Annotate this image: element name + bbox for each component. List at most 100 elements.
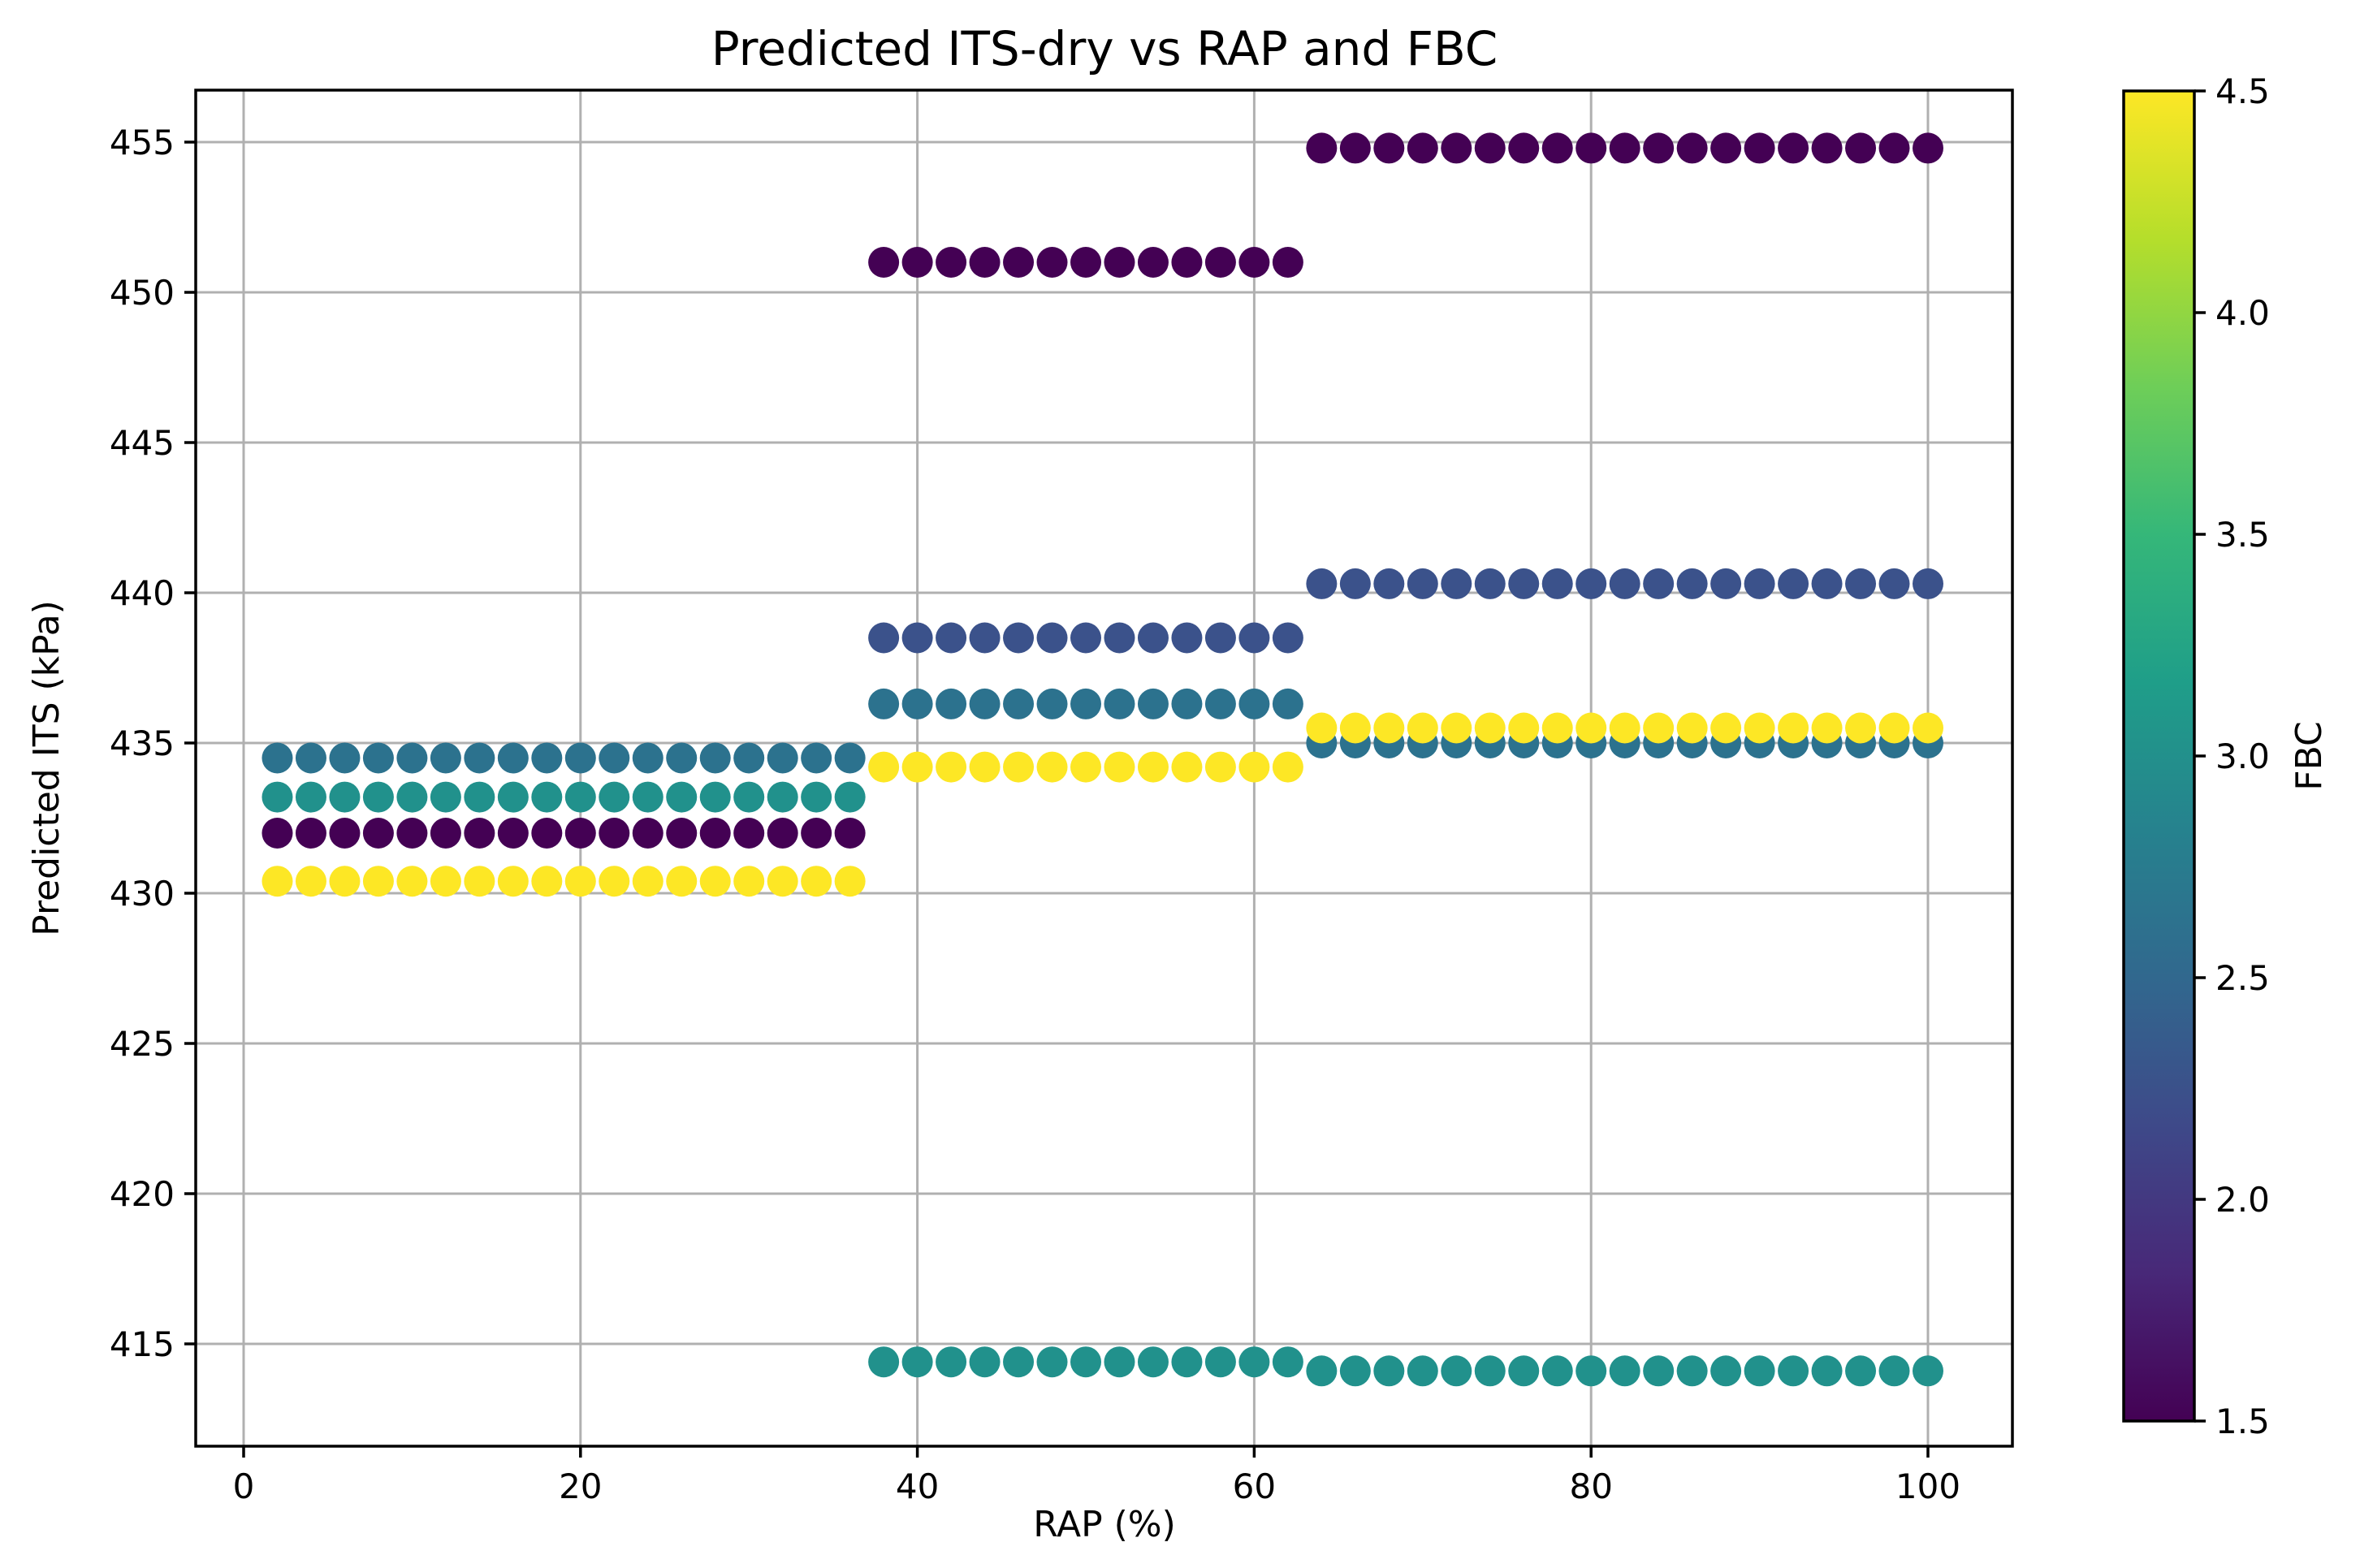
data-point	[1845, 712, 1877, 744]
data-point	[1845, 132, 1877, 164]
data-point	[1811, 1355, 1843, 1387]
scatter-series	[868, 247, 1303, 278]
data-point	[497, 781, 529, 813]
data-point	[1643, 568, 1675, 599]
data-point	[1744, 132, 1775, 164]
data-point	[1003, 1346, 1035, 1378]
data-point	[1878, 712, 1910, 744]
data-point	[1811, 132, 1843, 164]
data-point	[1778, 712, 1809, 744]
data-point	[1474, 712, 1506, 744]
data-point	[1036, 688, 1068, 719]
data-point	[1204, 622, 1236, 654]
data-point	[430, 818, 461, 849]
data-point	[969, 247, 1001, 278]
data-point	[396, 818, 428, 849]
data-point	[969, 751, 1001, 783]
data-point	[1710, 568, 1742, 599]
data-point	[1845, 1355, 1877, 1387]
data-point	[1204, 688, 1236, 719]
data-point	[801, 818, 832, 849]
data-point	[1070, 751, 1101, 783]
colorbar-tick-label: 2.5	[2215, 958, 2270, 998]
data-point	[1541, 568, 1573, 599]
data-point	[464, 866, 495, 897]
data-point	[1508, 712, 1540, 744]
data-point	[430, 742, 461, 774]
data-point	[1474, 132, 1506, 164]
grid-lines	[196, 90, 2012, 1446]
data-point	[1238, 751, 1270, 783]
data-point	[1306, 132, 1338, 164]
data-point	[1541, 1355, 1573, 1387]
y-tick-label: 440	[110, 573, 175, 613]
data-point	[497, 742, 529, 774]
data-point	[1609, 132, 1640, 164]
colorbar-tick-label: 3.0	[2215, 736, 2270, 776]
data-point	[1676, 1355, 1708, 1387]
colorbar-tick-label: 4.0	[2215, 293, 2270, 333]
data-point	[767, 818, 798, 849]
data-point	[1575, 1355, 1607, 1387]
data-point	[1778, 1355, 1809, 1387]
data-point	[834, 818, 866, 849]
data-point	[936, 1346, 967, 1378]
data-point	[329, 742, 361, 774]
scatter-series	[868, 751, 1303, 783]
data-point	[1474, 568, 1506, 599]
data-point	[1643, 712, 1675, 744]
data-point	[1070, 247, 1101, 278]
data-point	[901, 1346, 933, 1378]
y-tick-label: 435	[110, 724, 175, 763]
data-point	[1913, 1355, 1943, 1387]
data-point	[295, 781, 326, 813]
data-point	[868, 688, 900, 719]
x-tick-label: 0	[233, 1466, 255, 1506]
data-point	[901, 247, 933, 278]
data-point	[1306, 568, 1338, 599]
data-point	[632, 742, 663, 774]
data-point	[699, 866, 731, 897]
data-point	[868, 1346, 900, 1378]
data-point	[396, 781, 428, 813]
data-point	[733, 818, 765, 849]
data-point	[1306, 712, 1338, 744]
data-point	[295, 742, 326, 774]
data-point	[497, 818, 529, 849]
data-point	[1238, 1346, 1270, 1378]
data-point	[1575, 568, 1607, 599]
data-point	[936, 622, 967, 654]
data-point	[1508, 132, 1540, 164]
data-point	[1272, 751, 1303, 783]
data-point	[1441, 568, 1472, 599]
data-point	[801, 781, 832, 813]
data-point	[733, 781, 765, 813]
data-point	[1373, 1355, 1405, 1387]
scatter-series	[1306, 1355, 1943, 1387]
data-point	[1339, 1355, 1371, 1387]
data-point	[362, 781, 394, 813]
colorbar-tick-label: 3.5	[2215, 515, 2270, 555]
data-point	[1104, 751, 1135, 783]
data-point	[599, 818, 630, 849]
data-point	[1643, 132, 1675, 164]
data-point	[767, 866, 798, 897]
data-point	[1710, 712, 1742, 744]
data-point	[1339, 712, 1371, 744]
data-point	[1171, 688, 1203, 719]
axes-frame	[194, 89, 2014, 1448]
data-point	[1104, 1346, 1135, 1378]
data-point	[262, 742, 293, 774]
data-point	[1744, 568, 1775, 599]
data-point	[1171, 751, 1203, 783]
data-point	[262, 818, 293, 849]
data-point	[1373, 568, 1405, 599]
y-tick-label: 430	[110, 874, 175, 914]
data-point	[599, 781, 630, 813]
data-point	[1878, 568, 1910, 599]
data-point	[1070, 688, 1101, 719]
data-point	[1339, 132, 1371, 164]
y-tick-label: 425	[110, 1024, 175, 1064]
data-point	[969, 1346, 1001, 1378]
chart-title: Predicted ITS-dry vs RAP and FBC	[711, 21, 1498, 76]
